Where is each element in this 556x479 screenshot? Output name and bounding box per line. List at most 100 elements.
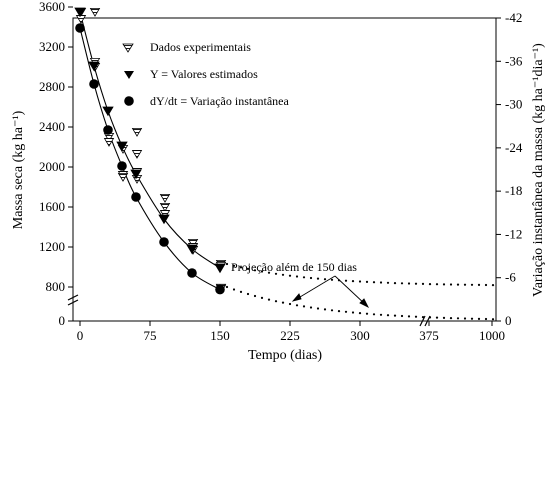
projection-estimated	[225, 262, 495, 287]
legend-label-experimental: Dados experimentais	[150, 40, 251, 54]
marker-estimated	[130, 169, 142, 180]
legend-marker-experimental	[122, 43, 134, 53]
y-right-tick-label: -24	[505, 140, 523, 155]
projection-dot	[253, 294, 257, 298]
y-tick-label: 800	[46, 279, 66, 294]
legend-label-instantaneous: dY/dt = Variação instantânea	[150, 94, 290, 108]
marker-experimental	[131, 150, 143, 159]
x-tick-label: 150	[210, 328, 230, 343]
plot-frame	[72, 17, 497, 322]
projection-dot	[421, 282, 425, 285]
projection-dot	[484, 283, 488, 287]
projection-dot	[428, 316, 432, 319]
projection-dot	[372, 281, 376, 284]
y-tick-label: 1600	[39, 199, 65, 214]
y-right-tick-label: -36	[505, 53, 523, 68]
projection-dot	[484, 317, 488, 321]
projection-dot	[414, 282, 418, 285]
projection-dot	[358, 312, 362, 315]
projection-dot	[344, 310, 348, 313]
y-tick-label: 2400	[39, 119, 65, 134]
marker-instantaneous	[187, 268, 197, 278]
projection-dot	[442, 316, 446, 319]
annotation-arrows	[291, 275, 370, 309]
projection-dot	[281, 273, 285, 276]
y-axis-right-ticks: 0 -6 -12 -18 -24 -30 -36 -42	[496, 10, 523, 328]
projection-dot	[288, 274, 292, 277]
y-right-tick-label: -12	[505, 226, 522, 241]
projection-dot	[239, 266, 243, 269]
projection-dot	[428, 283, 432, 286]
projection-dot	[470, 317, 474, 320]
projection-dot	[351, 311, 355, 314]
projection-dot	[232, 288, 236, 291]
projection-dot	[302, 276, 306, 279]
projection-annotation: Projeção além de 150 dias	[231, 260, 357, 274]
projection-dot	[337, 310, 341, 313]
projection-dot	[267, 271, 271, 274]
projection-dot	[400, 282, 404, 285]
projection-dot	[323, 308, 327, 311]
projection-instantaneous	[225, 285, 495, 321]
x-axis-title: Tempo (dias)	[248, 348, 322, 363]
projection-dot	[358, 280, 362, 283]
projection-dot	[344, 279, 348, 282]
projection-dot	[365, 280, 369, 283]
projection-dot	[386, 281, 390, 284]
projection-dot	[351, 280, 355, 283]
projection-dot	[386, 314, 390, 317]
x-tick-label: 225	[280, 328, 300, 343]
projection-dot	[274, 272, 278, 275]
x-axis-ticks: 0 75 150 225 300 375 1000	[77, 321, 505, 343]
projection-dot	[309, 276, 313, 280]
projection-dot	[225, 285, 229, 289]
projection-dot	[281, 301, 285, 304]
projection-dot	[491, 318, 495, 321]
y-tick-label: 0	[59, 313, 66, 328]
marker-estimated	[186, 244, 198, 255]
projection-dot	[400, 314, 404, 318]
projection-dot	[414, 315, 418, 318]
projection-dot	[470, 283, 474, 286]
marker-instantaneous	[89, 79, 99, 89]
y-axis-right-title: Variação instantânea da massa (kg ha⁻¹di…	[531, 43, 546, 297]
projection-dot	[435, 283, 439, 286]
marker-experimental	[89, 8, 101, 17]
projection-dot	[365, 312, 369, 315]
projection-dot	[239, 290, 243, 293]
projection-dot	[253, 269, 257, 272]
projection-dot	[463, 283, 467, 286]
projection-dot	[316, 277, 320, 280]
projection-dot	[225, 262, 229, 266]
marker-estimated	[214, 263, 226, 274]
marker-estimated	[88, 61, 100, 72]
projection-dot	[449, 317, 453, 320]
projection-dot	[407, 282, 411, 285]
projection-dot	[407, 315, 411, 318]
legend-label-estimated: Y = Valores estimados	[150, 67, 258, 81]
projection-dot	[435, 316, 439, 319]
projection-dot	[267, 298, 271, 301]
marker-estimated	[116, 141, 128, 152]
projection-dot	[379, 281, 383, 284]
marker-instantaneous	[215, 284, 225, 295]
y-right-tick-label: -6	[505, 270, 516, 285]
y-axis-break-mark	[67, 294, 79, 306]
marker-instantaneous	[131, 192, 141, 202]
projection-dot	[246, 292, 250, 296]
legend-marker-instantaneous	[124, 96, 134, 106]
x-tick-label: 0	[77, 328, 84, 343]
data-markers	[74, 7, 227, 295]
y-axis-ticks: 0 800 1200 1600 2000 2400 2800 3200 3600	[39, 0, 73, 328]
projection-dot	[260, 296, 264, 299]
marker-experimental	[117, 173, 129, 182]
projection-dot	[421, 316, 425, 319]
y-right-tick-label: -18	[505, 183, 522, 198]
marker-experimental	[159, 210, 171, 219]
marker-estimated	[102, 106, 114, 117]
projection-dot	[477, 317, 481, 320]
marker-instantaneous	[103, 125, 113, 135]
y-tick-label: 3600	[39, 0, 65, 14]
marker-experimental	[75, 15, 87, 24]
